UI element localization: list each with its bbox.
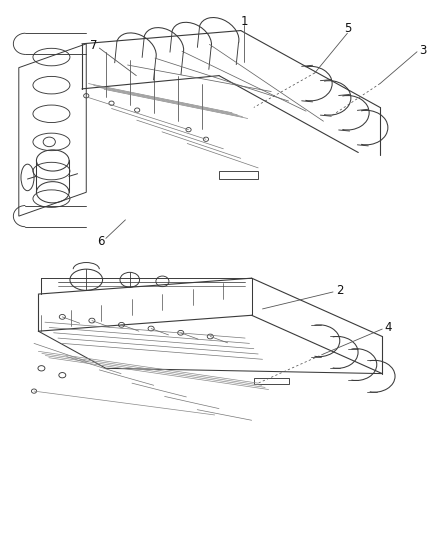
Text: 5: 5 (344, 22, 351, 36)
Text: 2: 2 (336, 284, 344, 297)
Text: 1: 1 (240, 15, 248, 28)
Text: 4: 4 (384, 321, 392, 334)
Text: 6: 6 (97, 235, 104, 247)
Text: 7: 7 (90, 39, 98, 52)
Text: 3: 3 (419, 44, 426, 56)
